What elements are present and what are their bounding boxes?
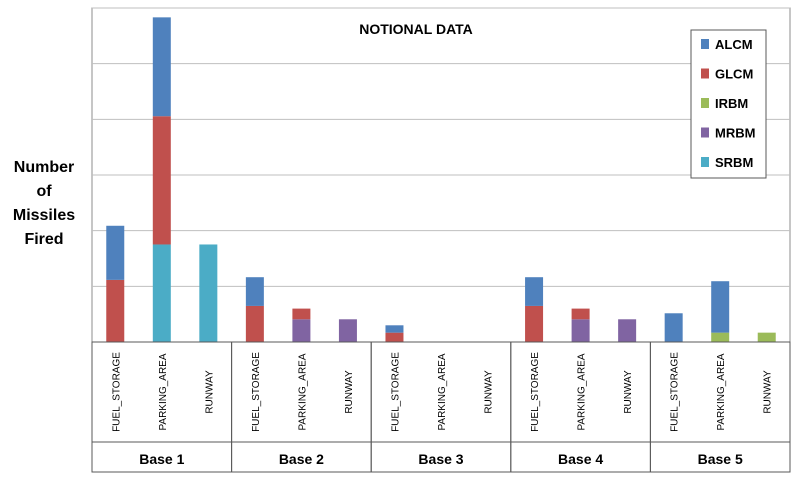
y-axis-label: Number of Missiles Fired: [2, 156, 86, 252]
bar-glcm-base-2-parking-area: [292, 308, 311, 320]
legend-label-glcm: GLCM: [715, 67, 753, 82]
tick-label-base-4-parking-area: PARKING_AREA: [577, 353, 588, 430]
legend-label-alcm: ALCM: [715, 37, 753, 52]
group-label-base-3: Base 3: [418, 451, 463, 467]
legend-swatch-srbm: [701, 157, 709, 167]
group-label-base-2: Base 2: [279, 451, 324, 467]
bar-alcm-base-1-fuel-storage: [106, 225, 125, 280]
tick-label-base-1-runway: RUNWAY: [204, 370, 215, 414]
y-axis-label-line-3: Missiles: [12, 207, 76, 224]
bar-mrbm-base-4-parking-area: [571, 319, 590, 342]
tick-label-base-2-parking-area: PARKING_AREA: [297, 353, 308, 430]
bar-mrbm-base-4-runway: [618, 319, 637, 342]
legend-swatch-mrbm: [701, 127, 709, 138]
bar-alcm-base-5-fuel-storage: [664, 313, 683, 342]
bar-glcm-base-1-fuel-storage: [106, 279, 125, 342]
bar-alcm-base-3-fuel-storage: [385, 325, 404, 333]
tick-label-base-1-parking-area: PARKING_AREA: [158, 353, 169, 430]
bar-irbm-base-5-runway: [757, 332, 776, 342]
y-axis-label-line-2: of: [36, 183, 52, 200]
group-label-base-1: Base 1: [139, 451, 184, 467]
tick-label-base-2-runway: RUNWAY: [344, 370, 355, 414]
bar-glcm-base-3-fuel-storage: [385, 332, 404, 342]
y-axis-label-line-1: Number: [13, 159, 75, 176]
tick-label-base-4-runway: RUNWAY: [623, 370, 634, 414]
tick-label-base-4-fuel-storage: FUEL_STORAGE: [530, 352, 541, 432]
bar-irbm-base-5-parking-area: [711, 332, 730, 342]
bar-mrbm-base-2-runway: [338, 319, 357, 342]
legend-label-srbm: SRBM: [715, 155, 753, 170]
legend-label-irbm: IRBM: [715, 96, 748, 111]
tick-label-base-5-parking-area: PARKING_AREA: [716, 353, 727, 430]
bar-srbm-base-1-runway: [199, 244, 218, 342]
group-label-base-5: Base 5: [698, 451, 743, 467]
bar-glcm-base-4-fuel-storage: [525, 305, 544, 342]
bar-alcm-base-4-fuel-storage: [525, 277, 544, 306]
tick-label-base-5-runway: RUNWAY: [763, 370, 774, 414]
bar-alcm-base-2-fuel-storage: [245, 277, 264, 306]
bar-glcm-base-1-parking-area: [152, 116, 171, 245]
bar-glcm-base-2-fuel-storage: [245, 305, 264, 342]
bar-alcm-base-5-parking-area: [711, 281, 730, 333]
bar-glcm-base-4-parking-area: [571, 308, 590, 320]
legend-label-mrbm: MRBM: [715, 126, 755, 141]
tick-label-base-3-fuel-storage: FUEL_STORAGE: [390, 352, 401, 432]
legend-swatch-alcm: [701, 39, 709, 49]
tick-label-base-1-fuel-storage: FUEL_STORAGE: [111, 352, 122, 432]
tick-label-base-2-fuel-storage: FUEL_STORAGE: [251, 352, 262, 432]
chart-title: NOTIONAL DATA: [359, 21, 473, 37]
tick-label-base-3-parking-area: PARKING_AREA: [437, 353, 448, 430]
bar-alcm-base-1-parking-area: [152, 17, 171, 117]
group-label-base-4: Base 4: [558, 451, 603, 467]
legend-swatch-irbm: [701, 98, 709, 108]
y-axis-label-line-4: Fired: [24, 231, 64, 248]
bar-mrbm-base-2-parking-area: [292, 319, 311, 342]
legend-swatch-glcm: [701, 68, 709, 79]
group-box: [649, 341, 791, 473]
bar-srbm-base-1-parking-area: [152, 244, 171, 342]
tick-label-base-5-fuel-storage: FUEL_STORAGE: [670, 352, 681, 432]
tick-label-base-3-runway: RUNWAY: [484, 370, 495, 414]
